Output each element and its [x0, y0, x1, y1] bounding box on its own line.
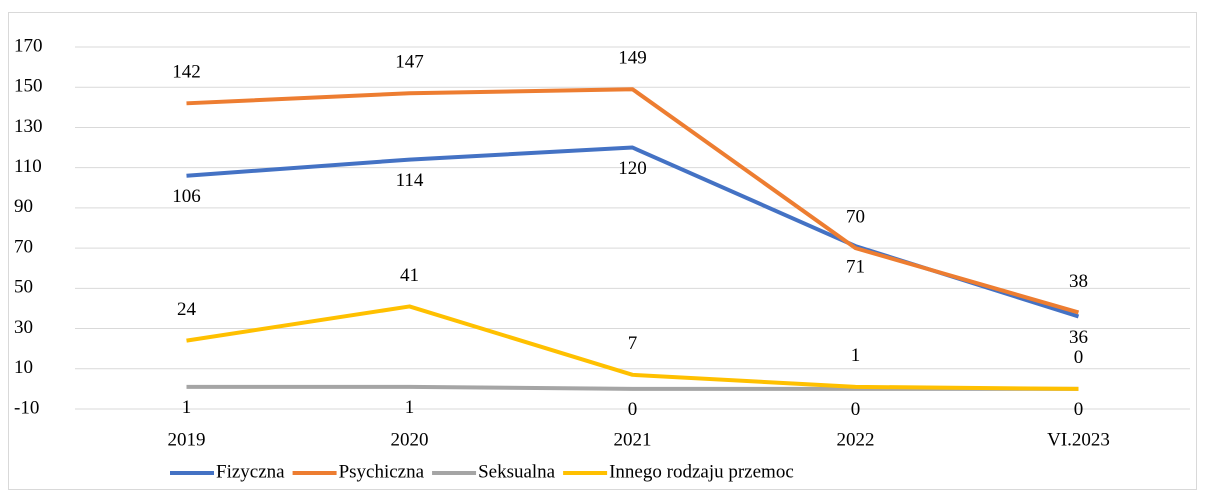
data-label: 149: [618, 48, 647, 69]
series-line: [186, 87, 1080, 315]
legend-label: Seksualna: [478, 461, 556, 482]
y-tick-label: 130: [14, 116, 43, 137]
legend-label: Psychiczna: [339, 461, 425, 482]
data-label: 0: [628, 399, 638, 420]
y-tick-label: 110: [14, 156, 42, 177]
data-label: 7: [628, 333, 638, 354]
legend-label: Innego rodzaju przemoc: [609, 461, 794, 482]
data-label: 71: [846, 256, 865, 277]
data-label: 0: [1074, 399, 1084, 420]
legend-label: Fizyczna: [216, 461, 285, 482]
data-label: 147: [395, 52, 424, 73]
y-tick-label: 70: [14, 236, 33, 257]
y-tick-label: 30: [14, 317, 33, 338]
data-label: 142: [172, 62, 201, 83]
data-label: 36: [1069, 327, 1088, 348]
x-tick-label: 2022: [837, 429, 875, 450]
y-tick-label: 50: [14, 277, 33, 298]
data-label: 106: [172, 186, 201, 207]
x-tick-label: 2020: [391, 429, 429, 450]
x-tick-label: 2021: [614, 429, 652, 450]
x-tick-label: 2019: [168, 429, 206, 450]
series-line: [186, 304, 1079, 391]
data-label: 38: [1069, 271, 1088, 292]
y-tick-label: 170: [14, 35, 43, 56]
data-label: 1: [182, 397, 192, 418]
data-label: 120: [618, 158, 647, 179]
data-label: 24: [177, 299, 197, 320]
data-label: 1: [405, 397, 415, 418]
data-label: 70: [846, 206, 865, 227]
data-label: 0: [851, 399, 861, 420]
x-tick-label: VI.2023: [1047, 429, 1110, 450]
y-tick-label: 10: [14, 357, 33, 378]
data-label: 1: [851, 345, 861, 366]
chart-border: [8, 12, 1197, 490]
data-label: 41: [400, 265, 419, 286]
y-tick-label: -10: [14, 397, 39, 418]
y-tick-label: 90: [14, 196, 33, 217]
data-label: 114: [396, 170, 424, 191]
data-label: 0: [1074, 347, 1084, 368]
y-tick-label: 150: [14, 76, 43, 97]
